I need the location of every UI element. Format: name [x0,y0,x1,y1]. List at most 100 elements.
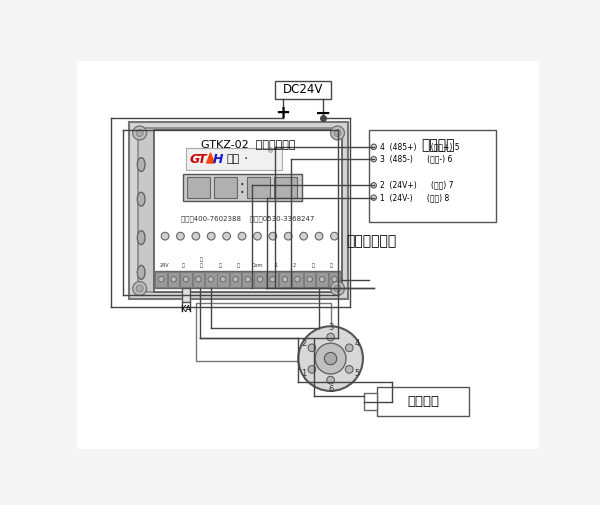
Circle shape [192,232,200,240]
Text: T: T [198,153,206,166]
Bar [193,272,204,287]
Text: DC24V: DC24V [283,83,323,96]
Circle shape [327,376,334,384]
Bar [214,177,236,197]
Bar [187,177,210,197]
Bar [217,272,229,287]
Circle shape [183,277,188,282]
Circle shape [308,344,316,351]
Text: 3: 3 [328,323,333,332]
Text: 启: 启 [237,263,240,268]
Text: GTKZ-02  智能延时接口: GTKZ-02 智能延时接口 [200,139,295,149]
Text: 2: 2 [293,263,296,268]
FancyBboxPatch shape [73,57,542,453]
Text: :: : [239,178,245,197]
Circle shape [325,352,337,365]
Bar [242,272,254,287]
Text: 警: 警 [311,263,314,268]
Text: 警: 警 [330,263,333,268]
Text: G: G [190,153,200,166]
Circle shape [334,285,341,292]
Circle shape [284,232,292,240]
Text: 6: 6 [328,385,333,394]
Circle shape [319,277,325,282]
Bar [279,272,291,287]
Bar [369,130,496,222]
Circle shape [257,277,263,282]
Circle shape [371,195,376,200]
Circle shape [315,343,346,374]
Text: 启动按鈕: 启动按鈕 [422,138,455,153]
Circle shape [171,277,176,282]
Circle shape [346,344,353,351]
Circle shape [308,366,316,373]
Text: 温控启动装置: 温控启动装置 [346,234,396,248]
Text: H: H [213,153,223,166]
Text: 3  (485-)      (声光-) 6: 3 (485-) (声光-) 6 [380,155,452,164]
Text: ®: ® [267,148,274,155]
Polygon shape [206,153,214,163]
Bar [155,271,341,288]
Text: 24V: 24V [160,263,169,268]
Circle shape [307,277,313,282]
Circle shape [327,333,334,341]
Circle shape [254,232,262,240]
Text: 声
光: 声 光 [200,257,203,268]
Ellipse shape [137,266,145,279]
Circle shape [332,277,337,282]
Circle shape [346,366,353,373]
Bar [129,122,349,299]
Text: −: − [315,104,331,122]
Circle shape [238,232,246,240]
Text: 2  (24V+)      (反馈) 7: 2 (24V+) (反馈) 7 [380,181,454,190]
Bar [183,174,302,201]
Ellipse shape [137,158,145,172]
Bar [329,272,340,287]
Text: 灭火装置: 灭火装置 [407,395,439,408]
Text: 2: 2 [301,339,307,347]
Circle shape [270,277,275,282]
Text: 警: 警 [181,263,184,268]
Circle shape [176,232,184,240]
Circle shape [133,126,146,140]
Bar [304,272,316,287]
Circle shape [161,232,169,240]
Circle shape [298,326,363,391]
Text: 1: 1 [274,263,277,268]
Bar [247,177,270,197]
Text: 欧火: 欧火 [227,154,240,164]
Circle shape [136,129,143,136]
Bar [275,81,331,99]
Circle shape [334,129,341,136]
Text: 电话：400-7602388    传真：0530-3368247: 电话：400-7602388 传真：0530-3368247 [181,215,314,222]
Circle shape [315,232,323,240]
Circle shape [223,232,230,240]
Ellipse shape [137,231,145,244]
Text: 4: 4 [355,339,360,347]
Bar [180,272,192,287]
Circle shape [245,277,251,282]
Text: KA: KA [181,305,191,314]
Circle shape [133,282,146,295]
Circle shape [295,277,300,282]
Circle shape [300,232,308,240]
Circle shape [371,183,376,188]
Bar [267,272,278,287]
Circle shape [282,277,287,282]
Text: ·: · [244,152,248,166]
Circle shape [158,277,164,282]
Bar [196,303,331,361]
Bar [230,272,241,287]
Bar [364,393,377,410]
Text: Com: Com [251,263,263,268]
Bar [138,128,339,291]
Circle shape [136,285,143,292]
Text: +: + [275,104,290,122]
Circle shape [208,232,215,240]
Bar [186,148,282,170]
Bar [205,272,217,287]
Text: 1: 1 [301,370,307,378]
Bar [377,387,469,416]
Circle shape [208,277,214,282]
Bar [182,288,190,301]
